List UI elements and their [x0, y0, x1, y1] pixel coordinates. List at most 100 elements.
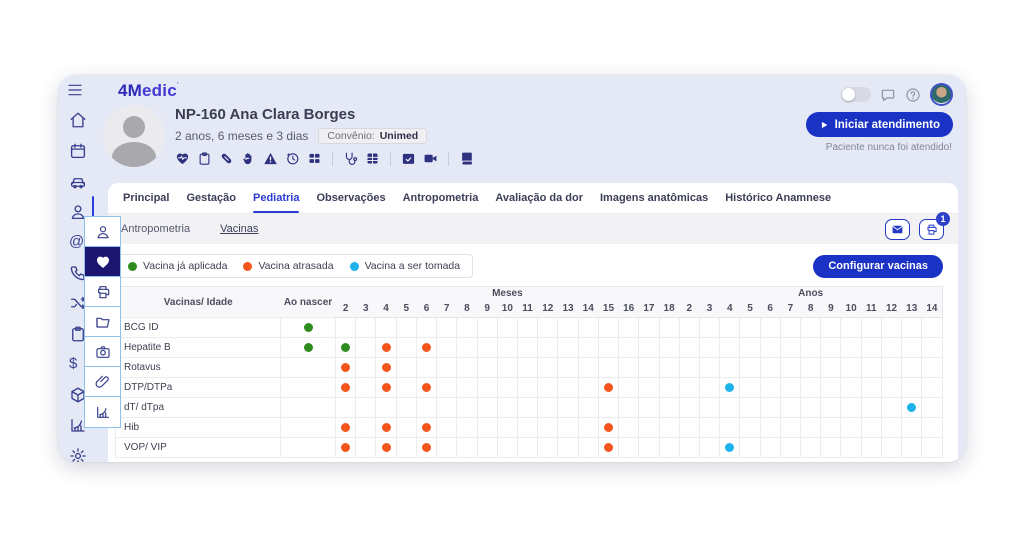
- print-button[interactable]: 1: [919, 211, 950, 240]
- tab-principal[interactable]: Principal: [123, 192, 170, 204]
- sidebar-item-clipboard[interactable]: [69, 325, 87, 343]
- vaccine-dot-late[interactable]: [421, 423, 431, 432]
- vaccine-dot-upcoming[interactable]: [907, 403, 917, 412]
- tab-antropometria[interactable]: Antropometria: [402, 192, 479, 204]
- vaccine-dot-late[interactable]: [341, 423, 351, 432]
- sidebar-item-calendar[interactable]: [69, 142, 87, 160]
- stethoscope-icon[interactable]: [343, 151, 358, 166]
- subtab-vacinas[interactable]: Vacinas: [220, 223, 259, 235]
- subtab-antropometria[interactable]: Antropometria: [121, 223, 191, 235]
- sidebar-item-phone[interactable]: [69, 264, 87, 282]
- month-16-header: 16: [618, 299, 639, 318]
- tab-avalia-o-da-dor[interactable]: Avaliação da dor: [495, 192, 583, 204]
- vaccine-dot-late[interactable]: [421, 383, 431, 392]
- history-icon[interactable]: [285, 151, 300, 166]
- vaccine-cell-m3: [355, 417, 377, 438]
- vaccine-cell-y14: [921, 417, 943, 438]
- mail-button[interactable]: [885, 218, 910, 240]
- quickbar-item-heart-pulse[interactable]: [85, 247, 120, 277]
- vaccine-cell-m11: [516, 357, 539, 378]
- vaccine-dot-late[interactable]: [603, 423, 613, 432]
- vaccine-dot-late[interactable]: [341, 383, 351, 392]
- vaccine-dot-late[interactable]: [603, 443, 613, 452]
- start-attendance-button[interactable]: Iniciar atendimento: [805, 112, 953, 137]
- calendar-check-icon[interactable]: [401, 151, 416, 166]
- menu-icon[interactable]: [67, 82, 83, 98]
- vaccine-cell-m12: [537, 337, 559, 358]
- vaccine-dot-late[interactable]: [381, 363, 391, 372]
- spreadsheet-icon[interactable]: [365, 151, 380, 166]
- vaccine-cell-y11: [860, 357, 882, 378]
- patient-age: 2 anos, 6 meses e 3 dias: [175, 129, 309, 143]
- theme-toggle[interactable]: [841, 87, 871, 102]
- vaccine-cell-y7: [779, 377, 802, 398]
- tab-pediatria[interactable]: Pediatria: [253, 192, 300, 213]
- book-icon[interactable]: [459, 151, 474, 166]
- vaccine-cell-y5: [739, 397, 761, 418]
- vaccine-cell-y13: [901, 437, 923, 458]
- vaccine-cell-y8: [800, 357, 822, 378]
- quickbar-item-paperclip[interactable]: [85, 367, 120, 397]
- hand-icon[interactable]: [241, 151, 256, 166]
- vaccine-cell-y2: [678, 417, 700, 438]
- help-icon[interactable]: [905, 87, 921, 103]
- vaccine-dot-late[interactable]: [603, 383, 613, 392]
- vaccine-dot-late[interactable]: [341, 443, 351, 452]
- year-3-header: 3: [699, 299, 720, 318]
- vaccine-cell-m18: [658, 357, 680, 378]
- quickbar-item-person[interactable]: [85, 217, 120, 247]
- sidebar-item-person[interactable]: [69, 195, 94, 228]
- vaccine-dot-late[interactable]: [381, 343, 391, 352]
- vaccine-dot-late[interactable]: [381, 443, 391, 452]
- vaccine-cell-birth: [280, 437, 336, 458]
- tab-observa-es[interactable]: Observações: [316, 192, 386, 204]
- vaccine-cell-m10: [496, 357, 518, 378]
- clipboard-icon[interactable]: [197, 151, 212, 166]
- vaccine-cell-y4: [719, 337, 741, 358]
- vaccine-cell-m14: [577, 417, 599, 438]
- vaccine-dot-upcoming[interactable]: [725, 443, 735, 452]
- chat-icon[interactable]: [880, 87, 896, 103]
- vaccine-dot-applied[interactable]: [303, 323, 313, 332]
- configure-vaccines-button[interactable]: Configurar vacinas: [813, 254, 943, 278]
- legend-item-late: Vacina atrasada: [243, 260, 334, 272]
- vaccine-dot-late[interactable]: [381, 383, 391, 392]
- vaccine-table-body: BCG ID Hepatite B Rotavus DTP/DTPa dT/ dTpa H…: [115, 317, 943, 458]
- quickbar-item-camera[interactable]: [85, 337, 120, 367]
- vaccine-cell-m12: [537, 317, 559, 338]
- vaccine-cell-m17: [638, 317, 660, 338]
- quickbar-item-growth-chart[interactable]: [85, 397, 120, 427]
- vaccine-cell-y9: [820, 417, 842, 438]
- vaccine-cell-y4: [719, 417, 741, 438]
- tab-hist-rico-anamnese[interactable]: Histórico Anamnese: [725, 192, 832, 204]
- vaccine-dot-late[interactable]: [421, 443, 431, 452]
- vaccine-cell-birth: [280, 377, 336, 398]
- month-9-header: 9: [477, 299, 498, 318]
- sidebar-item-gear[interactable]: [69, 447, 87, 462]
- grid-icon[interactable]: [307, 151, 322, 166]
- tab-gesta-o[interactable]: Gestação: [186, 192, 236, 204]
- sidebar-item-home[interactable]: [69, 111, 87, 129]
- sidebar-item-dollar[interactable]: $: [69, 355, 78, 372]
- app-window: 4Medic’ @ $ NP-160 Ana Clara Borges 2 ano…: [58, 75, 966, 462]
- vaccine-dot-applied[interactable]: [341, 343, 351, 352]
- warning-icon[interactable]: [263, 151, 278, 166]
- logo-bold: 4M: [118, 81, 143, 100]
- vaccine-dot-applied[interactable]: [303, 343, 313, 352]
- col-header-birth: Ao nascer: [280, 286, 336, 318]
- video-icon[interactable]: [423, 151, 438, 166]
- sidebar-item-vehicle[interactable]: [69, 172, 87, 190]
- sidebar-item-at[interactable]: @: [69, 233, 85, 250]
- pill-icon[interactable]: [219, 151, 234, 166]
- sidebar-item-growth-chart[interactable]: [69, 416, 87, 434]
- quickbar-item-folder[interactable]: [85, 307, 120, 337]
- user-avatar[interactable]: [930, 83, 953, 106]
- vaccine-cell-m5: [395, 317, 417, 338]
- tab-imagens-anat-micas[interactable]: Imagens anatômicas: [599, 192, 709, 204]
- heart-pulse-icon[interactable]: [175, 151, 190, 166]
- vaccine-dot-late[interactable]: [421, 343, 431, 352]
- vaccine-dot-upcoming[interactable]: [725, 383, 735, 392]
- quickbar-item-printer[interactable]: [85, 277, 120, 307]
- vaccine-dot-late[interactable]: [341, 363, 351, 372]
- vaccine-dot-late[interactable]: [381, 423, 391, 432]
